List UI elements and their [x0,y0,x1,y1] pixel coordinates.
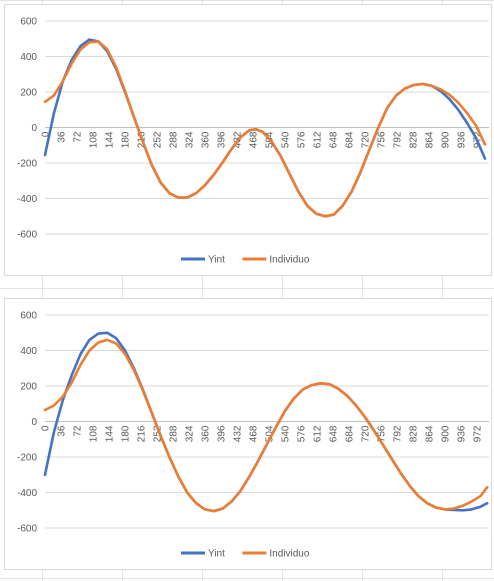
y-tick-label: 400 [20,346,37,357]
x-tick-label: 684 [345,131,356,148]
legend: Yint Individuo [181,255,310,266]
x-tick-label: 540 [281,131,292,148]
x-tick-label: 684 [345,425,356,442]
legend-label-yint: Yint [208,255,225,266]
x-tick-label: 252 [153,131,164,148]
x-tick-label: 396 [217,425,228,442]
x-tick-label: 180 [121,425,132,442]
y-tick-label: 400 [20,52,37,63]
x-tick-label: 108 [89,425,100,442]
y-tick-label: 600 [20,311,37,322]
y-tick-label: -200 [17,453,37,464]
y-tick-label: 0 [31,123,37,134]
x-tick-label: 0 [41,131,52,137]
x-tick-label: 576 [297,425,308,442]
y-tick-label: -600 [17,230,37,241]
x-tick-label: 936 [457,131,468,148]
x-tick-label: 216 [137,425,148,442]
x-tick-label: 324 [185,131,196,148]
y-tick-label: 0 [31,417,37,428]
y-tick-label: 200 [20,88,37,99]
x-tick-label: 396 [217,131,228,148]
x-tick-label: 792 [393,425,404,442]
y-tick-label: 600 [20,17,37,28]
x-tick-label: 108 [89,131,100,148]
x-tick-label: 324 [185,425,196,442]
x-tick-label: 756 [377,425,388,442]
x-tick-label: 864 [425,131,436,148]
x-tick-label: 72 [73,131,84,143]
chart-bottom[interactable]: 600 400 200 0 -200 -400 -600 0 36 72 108 144 180 216 2… [4,298,492,570]
x-tick-label: 612 [313,131,324,148]
legend-label-individuo: Individuo [269,255,309,266]
x-tick-label: 360 [201,425,212,442]
x-tick-label: 0 [41,425,52,431]
x-tick-label: 828 [409,131,420,148]
x-tick-label: 720 [361,131,372,148]
chart-top[interactable]: 600 400 200 0 -200 -400 -600 0 36 72 108 144 180 216 2… [4,4,492,276]
x-tick-label: 864 [425,425,436,442]
x-tick-label: 648 [329,425,340,442]
x-tick-label: 432 [233,425,244,442]
y-tick-label: -400 [17,194,37,205]
x-tick-label: 900 [441,131,452,148]
series-line-individuo [43,338,489,513]
x-tick-label: 720 [361,425,372,442]
x-tick-label: 252 [153,425,164,442]
x-tick-label: 468 [249,131,260,148]
x-tick-label: 576 [297,131,308,148]
x-tick-label: 288 [169,131,180,148]
x-tick-label: 36 [57,425,68,437]
x-tick-label: 900 [441,425,452,442]
x-tick-label: 144 [105,425,116,442]
y-tick-label: 200 [20,382,37,393]
x-tick-label: 360 [201,131,212,148]
x-tick-label: 288 [169,425,180,442]
y-tick-label: -400 [17,488,37,499]
x-tick-label: 612 [313,425,324,442]
x-tick-label: 468 [249,425,260,442]
x-tick-label: 504 [265,425,276,442]
x-tick-label: 936 [457,425,468,442]
gridlines [45,314,489,529]
x-tick-label: 36 [57,131,68,143]
x-tick-label: 72 [73,425,84,437]
x-tick-label: 828 [409,425,420,442]
x-tick-label: 756 [377,131,388,148]
x-tick-label: 180 [121,131,132,148]
x-tick-label: 540 [281,425,292,442]
chart-bottom-plot: 600 400 200 0 -200 -400 -600 0 36 72 108 144 180 216 2… [17,311,489,560]
legend-label-individuo: Individuo [269,549,309,560]
x-tick-label: 144 [105,131,116,148]
x-tick-label: 792 [393,131,404,148]
x-tick-label: 648 [329,131,340,148]
legend: Yint Individuo [181,549,310,560]
y-tick-label: -600 [17,524,37,535]
series-line-individuo [43,40,487,218]
y-tick-label: -200 [17,159,37,170]
x-tick-label: 972 [473,425,484,442]
legend-label-yint: Yint [208,549,225,560]
